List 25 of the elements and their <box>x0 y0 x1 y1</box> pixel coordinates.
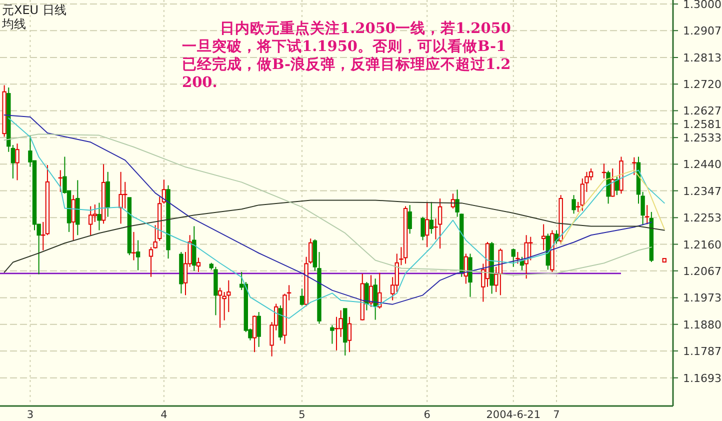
y-tick-label: 1.2440 <box>683 158 722 172</box>
y-tick-label: 1.2160 <box>683 238 722 252</box>
title: 元XEU 日线 <box>2 3 66 17</box>
y-tick-label: 1.2347 <box>683 184 722 198</box>
y-tick-label: 1.1880 <box>683 318 722 332</box>
y-tick-label: 1.2720 <box>683 78 722 92</box>
x-tick-label: 6 <box>424 409 431 421</box>
y-tick-label: 1.2533 <box>683 132 722 145</box>
y-tick-label: 1.2813 <box>683 51 722 64</box>
subtitle: 均线 <box>2 17 26 31</box>
y-tick-label: 1.2067 <box>683 264 722 278</box>
y-tick-label: 1.1973 <box>683 292 722 305</box>
y-tick-label: 1.2627 <box>683 104 722 118</box>
x-tick-label: 7 <box>553 409 560 421</box>
y-tick-label: 1.2907 <box>683 24 722 38</box>
x-tick-label: 2004-6-21 <box>486 409 541 421</box>
y-tick-label: 1.1787 <box>683 344 722 358</box>
x-tick-label: 4 <box>160 409 168 421</box>
y-tick-label: 1.2253 <box>683 212 722 225</box>
y-tick-label: 1.1693 <box>683 372 722 385</box>
y-tick-label: 1.2581 <box>683 118 722 131</box>
x-tick-label: 3 <box>26 409 34 421</box>
annotation: 日内欧元重点关注1.2050一线，若1.2050一旦突破，将下试1.1950。否则，可以看做B-1已经完成，做B-浪反弹，反弹目标理应不超过1.2200. <box>182 20 512 92</box>
x-tick-label: 5 <box>298 409 306 421</box>
y-tick-label: 1.3000 <box>683 0 722 12</box>
